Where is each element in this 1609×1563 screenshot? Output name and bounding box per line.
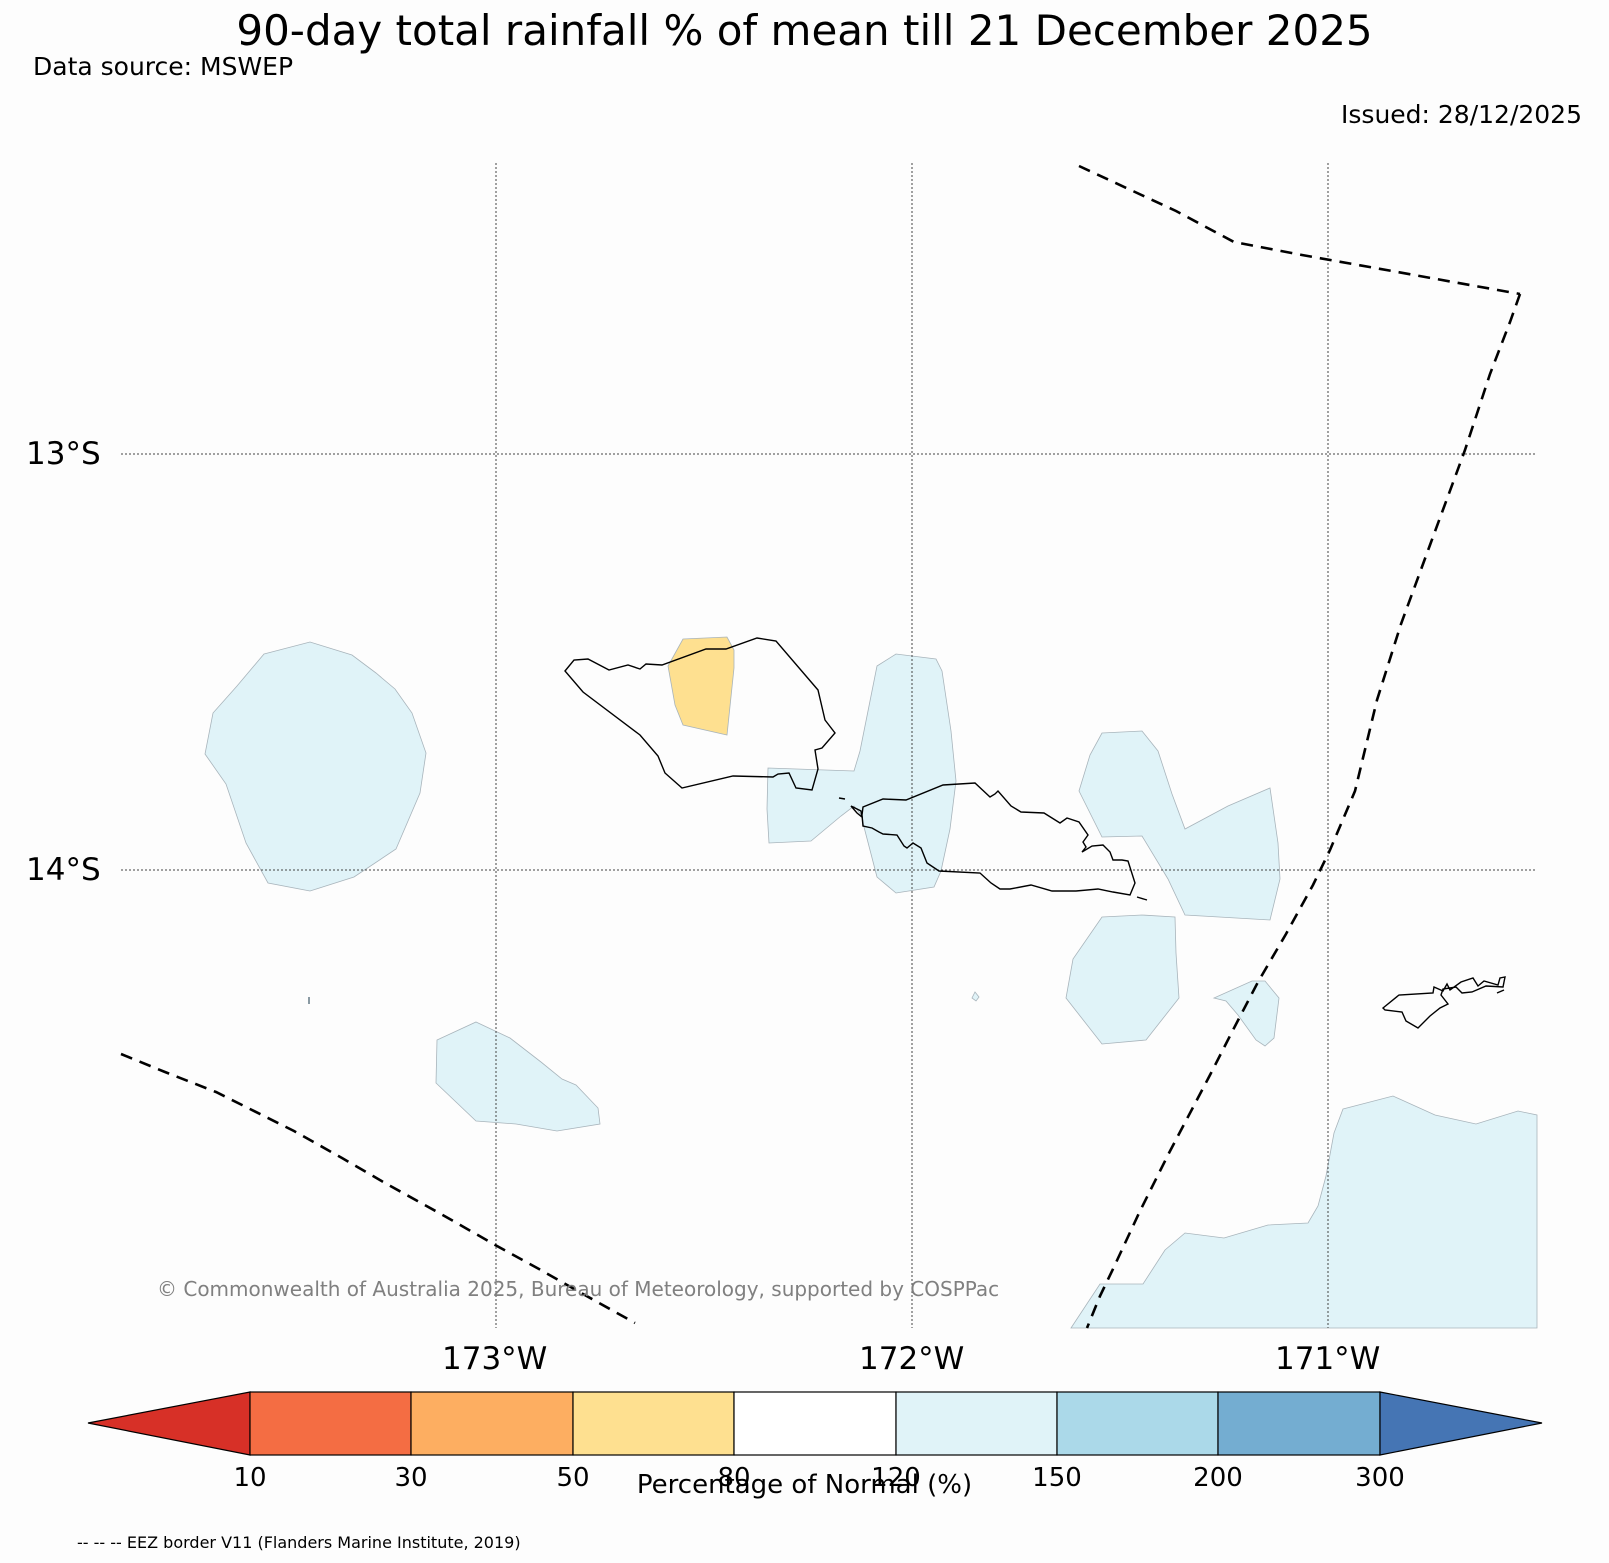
rainfall-region-120-150 (204, 641, 1538, 1329)
data-source-label: Data source: MSWEP (33, 52, 294, 81)
lon-label-172w: 172°W (859, 1341, 965, 1377)
gridlines (121, 163, 1537, 1328)
colorbar-bin-150-200 (1056, 1391, 1219, 1456)
coastlines (308, 637, 1506, 1029)
coastline-manono (850, 805, 863, 819)
lon-label-171w: 171°W (1275, 1341, 1381, 1377)
coastline-upolu-east (1136, 896, 1148, 901)
region-southeast-large (1070, 1095, 1538, 1329)
eez-legend-note: -- -- -- EEZ border V11 (Flanders Marine… (77, 1533, 521, 1552)
colorbar-tick: 150 (1032, 1463, 1082, 1493)
eez-border-southwest (120, 1052, 636, 1325)
colorbar-bin-200-300 (1217, 1391, 1381, 1456)
colorbar-extend-high (1379, 1391, 1543, 1456)
colorbar-tick: 300 (1355, 1463, 1405, 1493)
eez-border-east (1085, 293, 1522, 1329)
coastline-upolu (861, 782, 1136, 896)
coastline-savaii (564, 637, 836, 791)
copyright-notice: © Commonwealth of Australia 2025, Bureau… (157, 1277, 1000, 1301)
colorbar-tick: 30 (394, 1463, 428, 1493)
colorbar-extend-low (87, 1391, 251, 1456)
colorbar-bin-80-120 (733, 1391, 897, 1456)
region-tiny-islet (971, 991, 980, 1002)
eez-border-north (1078, 164, 1521, 296)
region-southwest (435, 1021, 601, 1132)
region-west-blob (204, 641, 427, 892)
region-east-upper (1078, 730, 1281, 921)
colorbar-bin-120-150 (895, 1391, 1058, 1456)
lat-label-13s: 13°S (26, 436, 101, 472)
coastline-tutuila (1381, 976, 1506, 1029)
coastline-tutuila-tail (1496, 989, 1505, 994)
eez-borders (120, 164, 1522, 1329)
colorbar-bin-30-50 (410, 1391, 574, 1456)
coastline-islet (838, 797, 846, 800)
colorbar-tick: 120 (871, 1463, 921, 1493)
issued-date-label: Issued: 28/12/2025 (1341, 100, 1582, 129)
region-east-lower (1065, 914, 1180, 1045)
colorbar-tick: 200 (1193, 1463, 1243, 1493)
page-title: 90-day total rainfall % of mean till 21 … (236, 6, 1373, 55)
region-southeast-small (1212, 980, 1280, 1047)
colorbar (87, 1391, 1543, 1456)
colorbar-tick: 80 (717, 1463, 751, 1493)
map-area (120, 163, 1538, 1329)
colorbar-bin-10-30 (249, 1391, 412, 1456)
region-upolu-central (766, 653, 957, 894)
colorbar-bin-50-80 (572, 1391, 735, 1456)
lat-label-14s: 14°S (26, 852, 101, 888)
colorbar-tick: 50 (556, 1463, 590, 1493)
rainfall-region-50-80 (667, 636, 735, 736)
lon-label-173w: 173°W (442, 1341, 548, 1377)
colorbar-label: Percentage of Normal (%) (636, 1470, 973, 1500)
colorbar-tick: 10 (233, 1463, 267, 1493)
